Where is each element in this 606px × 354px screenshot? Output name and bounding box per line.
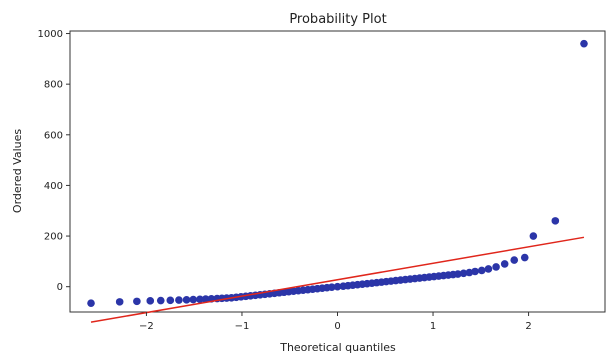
data-point xyxy=(454,270,462,278)
data-point xyxy=(580,39,588,48)
data-point xyxy=(459,269,468,278)
y-tick-label: 400 xyxy=(44,181,63,192)
data-point xyxy=(471,267,479,276)
plot-area-frame xyxy=(69,30,606,313)
fit-line xyxy=(90,236,585,323)
data-point xyxy=(520,253,529,262)
y-tick-label: 600 xyxy=(44,130,63,141)
y-tick-label: 0 xyxy=(57,282,63,293)
data-point xyxy=(196,295,204,304)
data-point xyxy=(156,296,165,305)
data-point xyxy=(133,297,141,306)
x-tick-label: 2 xyxy=(525,321,531,332)
chart-title: Probability Plot xyxy=(289,12,386,27)
x-tick-label: 1 xyxy=(430,321,436,332)
y-axis-title: Ordered Values xyxy=(11,129,24,213)
y-tick-label: 200 xyxy=(44,232,63,243)
data-point xyxy=(166,296,175,305)
data-point xyxy=(115,298,124,306)
data-point xyxy=(500,260,509,268)
data-point xyxy=(492,263,500,271)
y-tick-label: 800 xyxy=(44,80,63,91)
data-point xyxy=(484,265,493,273)
data-point xyxy=(201,295,210,303)
data-point xyxy=(327,283,336,291)
data-point xyxy=(551,217,560,225)
data-point xyxy=(146,297,155,305)
axis-layer: −2 −1 0 1 2 0 200 400 600 800 1000 xyxy=(38,29,532,332)
x-tick-label: −1 xyxy=(235,321,250,332)
series-layer xyxy=(87,39,588,323)
data-point xyxy=(465,268,474,277)
data-point xyxy=(333,282,342,291)
data-point xyxy=(529,232,538,240)
data-point xyxy=(182,296,191,304)
x-tick-label: −2 xyxy=(139,321,154,332)
data-point xyxy=(510,256,519,264)
y-tick-label: 1000 xyxy=(38,29,63,40)
x-axis-title: Theoretical quantiles xyxy=(279,341,396,354)
data-point xyxy=(87,299,95,307)
x-tick-label: 0 xyxy=(334,321,340,332)
data-point xyxy=(477,266,486,275)
data-point xyxy=(189,295,198,304)
data-point xyxy=(175,296,183,304)
